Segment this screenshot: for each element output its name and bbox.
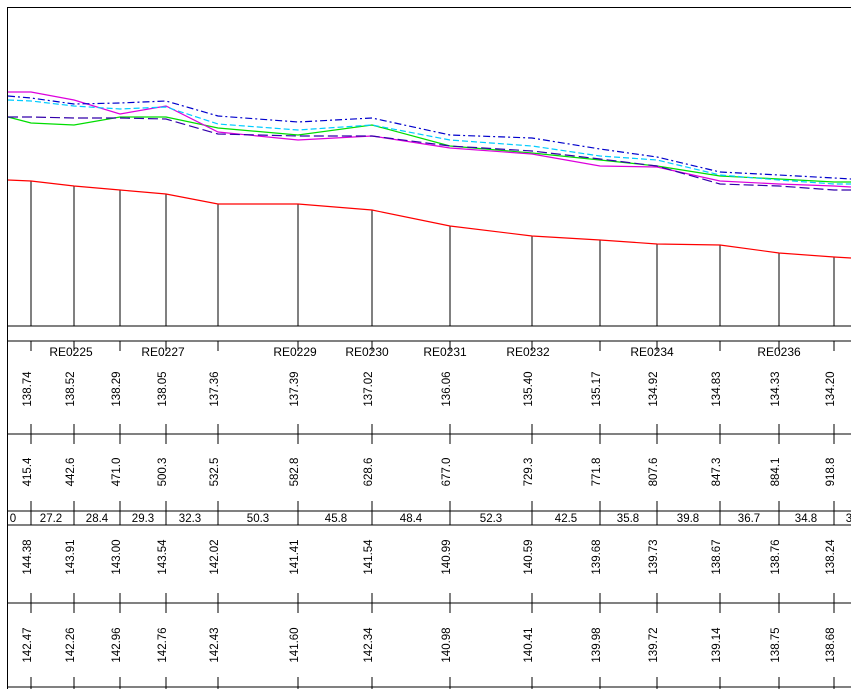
row2-value: 807.6 [648, 458, 660, 487]
row3-value: 140.59 [523, 539, 535, 574]
row2-value: 415.4 [22, 457, 34, 486]
row1-value: 138.05 [157, 371, 169, 406]
row4-value: 142.43 [209, 627, 221, 662]
row4-value: 142.96 [111, 627, 123, 662]
row2-value: 771.8 [591, 458, 603, 487]
distance-value: 29.3 [132, 513, 154, 525]
row1-value: 135.40 [523, 371, 535, 406]
row2-value: 729.3 [523, 458, 535, 487]
row3-value: 143.91 [65, 539, 77, 574]
station-label: RE0227 [141, 345, 185, 359]
row3-value: 142.02 [209, 539, 221, 574]
distance-value: 34.8 [795, 513, 817, 525]
profile-series-line [8, 116, 851, 191]
table-row-dividers [8, 325, 851, 688]
row1-value: 134.20 [825, 371, 837, 406]
profile-series-line [7, 179, 851, 259]
row4-value: 141.60 [289, 627, 301, 662]
row3-value: 138.24 [825, 539, 837, 575]
profile-series-line [8, 91, 851, 188]
row3-value: 138.67 [711, 539, 723, 574]
row4-value: 139.72 [648, 627, 660, 662]
row4-value: 139.98 [591, 627, 603, 662]
profile-series-line [7, 99, 851, 185]
row2-value: 918.8 [825, 458, 837, 487]
row2-value: 532.5 [209, 458, 221, 487]
station-label: RE0231 [423, 345, 467, 359]
distance-value: 45.8 [325, 513, 347, 525]
station-drop-lines [30, 181, 835, 326]
row1-value: 137.39 [289, 371, 301, 406]
row4-value: 138.75 [770, 627, 782, 662]
row1-value: 137.02 [363, 371, 375, 406]
station-labels: RE0225 RE0227 RE0229 RE0230 RE0231 RE0232 RE02… [49, 345, 801, 359]
row2-value: 628.6 [363, 458, 375, 487]
station-label: RE0229 [273, 345, 317, 359]
distance-value: 28.4 [86, 513, 109, 525]
row3-value: 143.00 [111, 539, 123, 574]
station-label: RE0234 [630, 345, 674, 359]
profile-lines [7, 91, 851, 259]
row1-value: 134.92 [648, 371, 660, 406]
distance-value: 50.3 [247, 513, 269, 525]
row2-value: 442.6 [65, 458, 77, 487]
station-label: RE0232 [506, 345, 550, 359]
row2-value: 847.3 [711, 458, 723, 487]
row4-value: 140.41 [523, 627, 535, 662]
distance-value: 27.2 [40, 513, 62, 525]
row4-value: 139.14 [711, 627, 723, 663]
row3-value: 141.41 [289, 539, 301, 574]
row-values: 138.74 138.52 138.29 138.05 137.36 137.39 137.… [22, 371, 837, 663]
row3-value: 144.38 [22, 539, 34, 574]
drawing-border [7, 7, 851, 689]
row1-value: 138.52 [65, 371, 77, 406]
row1-value: 138.74 [22, 371, 34, 407]
distance-value: 48.4 [400, 513, 423, 525]
row2-value: 471.0 [111, 458, 123, 487]
distance-value: 3 [846, 513, 851, 525]
distance-value: 0 [10, 513, 16, 525]
row3-value: 138.76 [770, 539, 782, 574]
row3-value: 143.54 [157, 539, 169, 575]
row2-value: 582.8 [289, 458, 301, 487]
row4-value: 138.68 [825, 627, 837, 662]
distance-value: 52.3 [480, 513, 502, 525]
station-label: RE0236 [757, 345, 801, 359]
row4-value: 142.76 [157, 627, 169, 662]
distance-value: 36.7 [738, 513, 760, 525]
row2-value: 884.1 [770, 458, 782, 487]
distance-value: 32.3 [179, 513, 201, 525]
row1-value: 138.29 [111, 371, 123, 406]
profile-series-line [7, 95, 851, 180]
row4-value: 142.34 [363, 627, 375, 663]
row1-value: 135.17 [591, 371, 603, 406]
row1-value: 136.06 [441, 371, 453, 406]
distance-value: 35.8 [617, 513, 639, 525]
row3-value: 139.68 [591, 539, 603, 574]
row1-value: 134.33 [770, 371, 782, 406]
distance-row: 0 27.2 28.4 29.3 32.3 50.3 45.8 48.4 52.3 42.5 35.… [8, 511, 851, 526]
row3-value: 140.99 [441, 539, 453, 574]
row4-value: 142.26 [65, 627, 77, 662]
row2-value: 500.3 [157, 458, 169, 487]
row1-value: 137.36 [209, 371, 221, 406]
row4-value: 140.98 [441, 627, 453, 662]
row3-value: 139.73 [648, 539, 660, 574]
drawing-frame [7, 7, 851, 689]
row3-value: 141.54 [363, 539, 375, 575]
row2-value: 677.0 [441, 458, 453, 487]
station-label: RE0225 [49, 345, 93, 359]
row4-value: 142.47 [22, 627, 34, 662]
station-label: RE0230 [345, 345, 389, 359]
distance-value: 42.5 [555, 513, 577, 525]
distance-value: 39.8 [677, 513, 699, 525]
row1-value: 134.83 [711, 371, 723, 406]
